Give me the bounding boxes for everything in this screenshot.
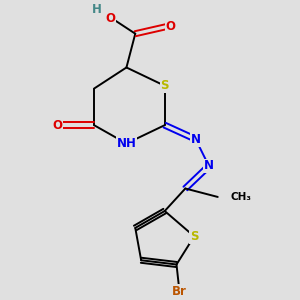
Text: CH₃: CH₃	[231, 192, 252, 202]
Text: NH: NH	[116, 137, 136, 150]
Text: S: S	[160, 79, 169, 92]
Text: S: S	[190, 230, 198, 243]
Text: H: H	[92, 3, 102, 16]
Text: O: O	[166, 20, 176, 33]
Text: O: O	[105, 12, 115, 25]
Text: N: N	[204, 160, 214, 172]
Text: O: O	[52, 119, 62, 132]
Text: N: N	[190, 133, 201, 146]
Text: Br: Br	[172, 285, 187, 298]
